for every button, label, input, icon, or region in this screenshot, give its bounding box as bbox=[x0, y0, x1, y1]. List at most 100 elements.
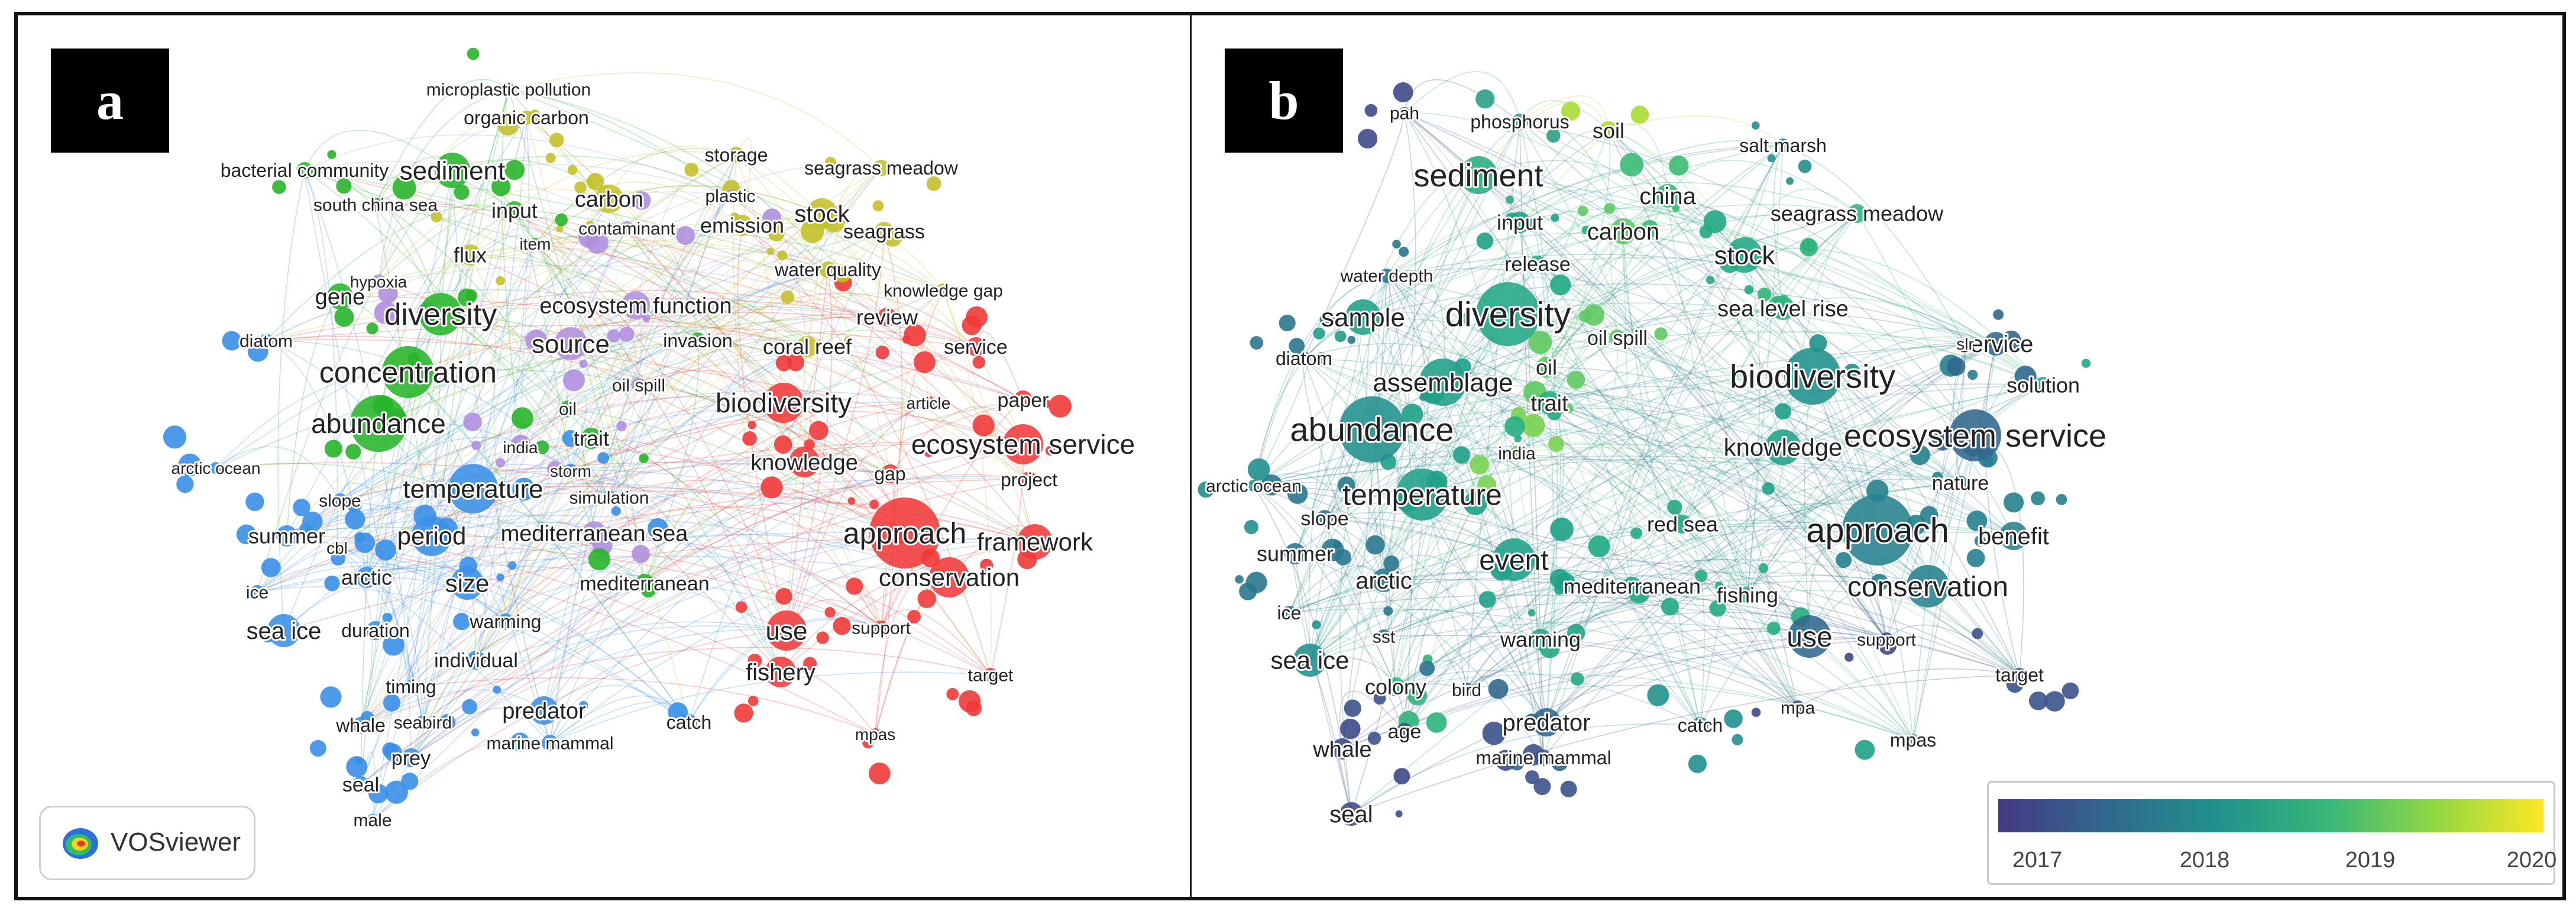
b-unlabeled-node bbox=[1571, 672, 1584, 686]
a-label-size: size bbox=[445, 570, 490, 597]
b-node-sediment bbox=[1459, 156, 1497, 194]
b-node-arctic-ocean bbox=[1248, 480, 1260, 492]
b-network-edge bbox=[1886, 385, 2044, 640]
b-label-diatom: diatom bbox=[1276, 348, 1332, 369]
b-unlabeled-node bbox=[1554, 584, 1565, 595]
b-label-stock: stock bbox=[1714, 241, 1776, 270]
a-network-edge bbox=[372, 630, 787, 820]
b-node-age bbox=[1396, 723, 1413, 739]
a-unlabeled-node bbox=[272, 180, 286, 194]
b-unlabeled-node bbox=[1247, 458, 1270, 481]
a-network-edge bbox=[626, 228, 882, 628]
a-unlabeled-node bbox=[781, 290, 795, 304]
b-network-edge bbox=[1519, 129, 1609, 223]
a-network-edge bbox=[881, 399, 1024, 628]
b-node-china bbox=[1656, 184, 1679, 208]
b-unlabeled-node bbox=[1358, 128, 1378, 148]
a-network-edge bbox=[431, 478, 1030, 537]
a-node-south-china-sea bbox=[368, 198, 383, 212]
b-label-use: use bbox=[1787, 622, 1832, 653]
b-label-predator: predator bbox=[1503, 710, 1591, 736]
a-label-item: item bbox=[520, 235, 551, 253]
b-network-edge bbox=[1478, 175, 1996, 344]
a-network-edge bbox=[339, 470, 905, 534]
b-node-stock bbox=[1727, 237, 1762, 273]
b-network-edge bbox=[1363, 145, 1784, 318]
a-network-edge bbox=[644, 457, 805, 584]
a-unlabeled-node bbox=[904, 324, 926, 347]
b-network-edge bbox=[1324, 337, 1618, 519]
a-network-edge bbox=[697, 340, 1035, 542]
a-network-edge bbox=[638, 339, 808, 386]
a-network-edge bbox=[508, 89, 944, 291]
a-node-whale bbox=[352, 717, 369, 734]
b-unlabeled-node bbox=[2062, 682, 2079, 700]
b-unlabeled-node bbox=[1744, 285, 1754, 295]
a-network-edge bbox=[422, 444, 1024, 723]
b-node-input bbox=[1509, 212, 1530, 233]
b-network-edge bbox=[1303, 358, 1914, 741]
a-network-edge bbox=[638, 358, 1024, 400]
a-node-contaminant bbox=[620, 221, 634, 235]
a-unlabeled-node bbox=[747, 421, 756, 429]
a-network-edge bbox=[780, 402, 929, 673]
a-node-prey bbox=[402, 748, 420, 767]
b-node-mpa bbox=[1791, 700, 1805, 715]
a-network-edge bbox=[567, 408, 882, 628]
a-node-storage bbox=[728, 147, 745, 163]
b-network-edge bbox=[1385, 275, 1423, 495]
b-label-service: service bbox=[1959, 331, 2034, 357]
a-network-edge bbox=[215, 446, 341, 501]
b-unlabeled-node bbox=[1407, 686, 1428, 706]
a-network-edge bbox=[626, 227, 888, 318]
b-unlabeled-node bbox=[1966, 510, 1988, 531]
a-network-edge bbox=[375, 204, 929, 403]
a-network-edge bbox=[336, 305, 636, 548]
b-unlabeled-node bbox=[1475, 89, 1495, 109]
b-network-edge bbox=[1289, 603, 1323, 661]
b-unlabeled-node bbox=[1245, 571, 1267, 593]
b-unlabeled-node bbox=[1550, 274, 1571, 296]
b-unlabeled-node bbox=[1709, 600, 1726, 617]
network-a: microplastic pollution organic carbon stor… bbox=[163, 47, 1137, 832]
b-network-edge bbox=[1540, 367, 1561, 640]
b-network-edge bbox=[1617, 337, 1914, 741]
a-unlabeled-node bbox=[825, 156, 836, 168]
a-label-cbl: cbl bbox=[326, 539, 348, 557]
a-network-edge bbox=[286, 396, 784, 537]
a-label-approach: approach bbox=[843, 517, 967, 550]
a-network-edge bbox=[257, 170, 453, 593]
a-unlabeled-node bbox=[562, 369, 585, 392]
b-network-edge bbox=[1289, 385, 2044, 613]
b-network-edge bbox=[1342, 275, 1387, 750]
b-label-sample: sample bbox=[1321, 303, 1405, 332]
a-node-diatom bbox=[259, 334, 273, 348]
a-network-edge bbox=[372, 535, 432, 820]
b-node-mpas bbox=[1907, 734, 1919, 746]
b-network-edge bbox=[1519, 121, 1878, 531]
b-network-edge bbox=[1478, 175, 2044, 386]
b-label-soil: soil bbox=[1593, 119, 1624, 143]
b-network-edge bbox=[1253, 316, 1364, 486]
a-network-edge bbox=[378, 306, 888, 424]
b-node-bird bbox=[1459, 683, 1474, 697]
b-network-edge bbox=[1386, 275, 2014, 537]
a-unlabeled-node bbox=[917, 589, 936, 608]
a-network-edge bbox=[339, 500, 787, 631]
a-network-edge bbox=[257, 561, 468, 593]
b-network-edge bbox=[1303, 358, 1467, 690]
a-node-stock bbox=[807, 198, 837, 229]
b-unlabeled-node bbox=[1261, 474, 1283, 496]
a-unlabeled-node bbox=[555, 213, 568, 227]
a-node-project bbox=[1021, 471, 1037, 488]
b-unlabeled-node bbox=[1560, 780, 1577, 797]
b-unlabeled-node bbox=[1661, 597, 1679, 616]
a-unlabeled-node bbox=[336, 178, 352, 194]
a-network-edge bbox=[535, 235, 808, 347]
a-label-stock: stock bbox=[794, 201, 850, 227]
b-network-edge bbox=[1395, 594, 1748, 687]
b-network-edge bbox=[1667, 195, 1748, 596]
b-unlabeled-node bbox=[1365, 535, 1385, 555]
a-unlabeled-node bbox=[236, 524, 257, 545]
a-label-ice: ice bbox=[246, 583, 268, 603]
